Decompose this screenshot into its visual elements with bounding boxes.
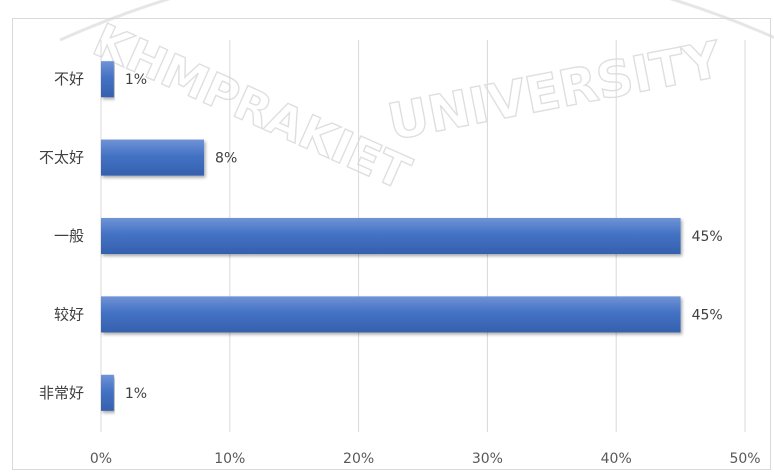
category-label: 非常好 xyxy=(39,384,84,402)
x-tick-label: 0% xyxy=(90,451,112,467)
data-label: 45% xyxy=(692,229,723,245)
category-label: 一般 xyxy=(54,227,84,245)
x-tick-label: 10% xyxy=(214,451,245,467)
x-axis-ticks: 0% 10% 20% 30% 40% 50% xyxy=(90,451,761,467)
category-label: 不好 xyxy=(54,70,84,88)
category-label: 较好 xyxy=(54,305,84,323)
bar xyxy=(101,217,681,255)
bar xyxy=(101,374,114,411)
data-label: 45% xyxy=(692,307,723,323)
x-tick-label: 30% xyxy=(472,451,503,467)
data-labels: 1% 8% 45% 45% 1% xyxy=(125,72,723,402)
data-label: 1% xyxy=(125,72,147,88)
data-label: 8% xyxy=(215,151,237,167)
bar xyxy=(101,61,114,98)
x-tick-label: 40% xyxy=(601,451,632,467)
data-label: 1% xyxy=(125,386,147,402)
bar xyxy=(101,139,205,176)
x-tick-label: 50% xyxy=(729,451,760,467)
x-tick-label: 20% xyxy=(343,451,374,467)
category-label: 不太好 xyxy=(39,149,84,167)
bars xyxy=(101,61,681,411)
watermark-line2: UNIVERSITY xyxy=(383,30,726,151)
bar xyxy=(101,296,681,333)
